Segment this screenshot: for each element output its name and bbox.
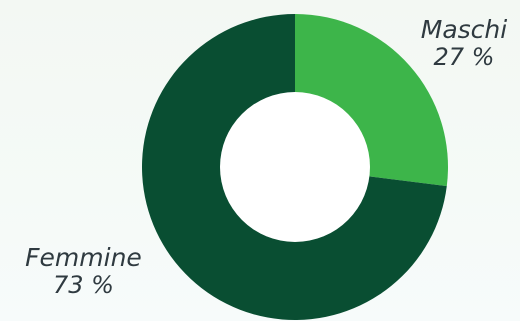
slice-label-femmine: Femmine 73 % [6,243,161,300]
slice-value-maschi: 27 % [433,43,495,72]
slice-name-femmine: Femmine [25,243,142,272]
donut-hole [220,92,370,242]
slice-label-maschi: Maschi 27 % [408,15,520,72]
slice-value-femmine: 73 % [53,271,114,300]
slice-name-maschi: Maschi [420,15,508,44]
